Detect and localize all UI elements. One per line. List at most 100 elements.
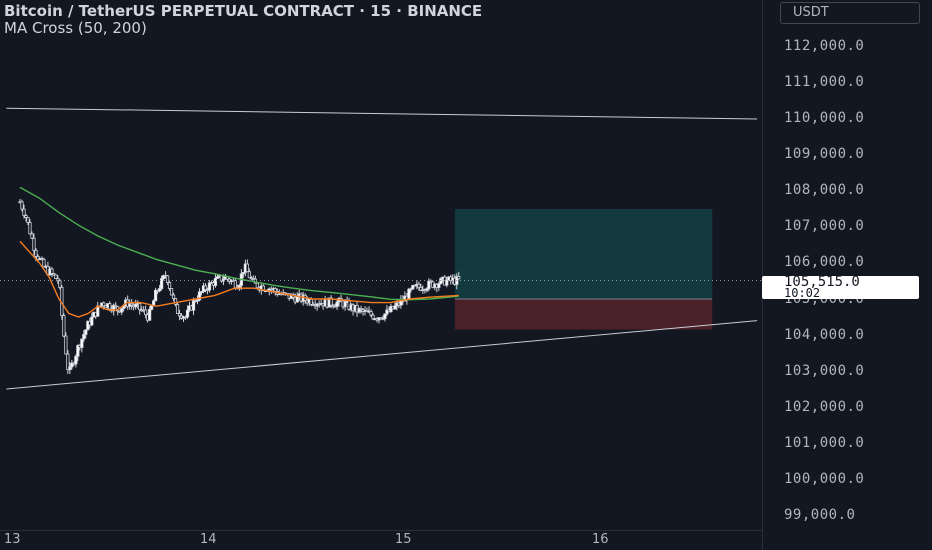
candle (331, 303, 335, 309)
candle-body (112, 304, 116, 312)
candle (50, 266, 54, 278)
candle-body (134, 303, 138, 308)
candle-body (393, 305, 397, 310)
candle-body (197, 291, 202, 301)
price-chart[interactable] (0, 0, 762, 530)
candle-body (138, 303, 142, 311)
candle-body (120, 308, 124, 313)
candle-body (335, 301, 339, 307)
candle-body (28, 222, 32, 235)
candle (241, 272, 245, 279)
candle-body (331, 304, 335, 307)
candle-body (329, 297, 333, 306)
candle (445, 276, 449, 288)
last-price-badge: 105,515.0 10:02 (762, 274, 919, 300)
candle-body (64, 335, 68, 355)
candle (357, 307, 361, 314)
candle (381, 315, 385, 321)
candle-body (54, 274, 58, 280)
candle (90, 312, 94, 327)
candle (96, 301, 100, 317)
price-tick: 103,000.0 (784, 363, 865, 379)
candle-body (161, 275, 166, 279)
price-tick: 99,000.0 (784, 507, 856, 523)
candle (177, 309, 182, 321)
candle-body (114, 304, 118, 308)
candle (399, 295, 403, 309)
candle-body (108, 303, 112, 310)
candle (359, 305, 363, 314)
last-price-value: 105,515.0 (784, 274, 860, 290)
price-tick: 101,000.0 (784, 435, 865, 451)
candle (22, 204, 26, 219)
price-tick: 104,000.0 (784, 327, 865, 343)
candle (134, 299, 138, 310)
candle (439, 277, 443, 285)
candle-body (165, 275, 170, 283)
candle (335, 298, 339, 310)
trendline-upper (6, 107, 758, 120)
candle-body (74, 355, 78, 365)
price-tick: 109,000.0 (784, 146, 865, 162)
candle-body (203, 285, 208, 290)
candle-body (144, 309, 148, 316)
candle (150, 305, 154, 311)
candle (159, 275, 164, 291)
candle (58, 279, 62, 290)
candle-body (86, 321, 90, 331)
candle-body (36, 256, 40, 260)
symbol-title[interactable]: Bitcoin / TetherUS PERPETUAL CONTRACT · … (4, 2, 483, 20)
candle (52, 272, 56, 276)
candle-body (369, 311, 373, 316)
candle (247, 268, 251, 279)
candle (80, 338, 84, 353)
candle-body (68, 366, 72, 371)
candle (281, 289, 285, 296)
candle (74, 354, 78, 368)
candle-body (34, 249, 38, 257)
candle-body (195, 299, 200, 302)
candle-body (213, 278, 218, 286)
chart-pane[interactable]: Bitcoin / TetherUS PERPETUAL CONTRACT · … (0, 0, 762, 530)
indicator-legend[interactable]: MA Cross (50, 200) (4, 19, 147, 37)
candle-body (58, 280, 62, 288)
candle (114, 302, 118, 309)
candle-body (407, 288, 411, 301)
candle-body (76, 345, 80, 357)
candle-body (437, 283, 441, 288)
candle (199, 290, 204, 296)
candle (68, 362, 72, 374)
currency-button[interactable]: USDT (780, 2, 920, 24)
candle (130, 299, 134, 310)
candle-body (80, 338, 84, 348)
candle (148, 306, 152, 321)
candle-body (20, 201, 24, 210)
candle-body (175, 304, 180, 314)
time-tick: 14 (200, 532, 217, 547)
candle (76, 344, 80, 362)
candle (32, 233, 36, 256)
candle (138, 303, 142, 315)
candle (175, 302, 180, 314)
candle-body (167, 282, 172, 289)
candle-body (90, 316, 94, 326)
candle (383, 313, 387, 322)
candle (457, 271, 461, 280)
candle-body (42, 258, 46, 268)
price-tick: 111,000.0 (784, 74, 865, 90)
candle (26, 217, 30, 226)
candle-body (148, 309, 152, 321)
price-scale[interactable] (762, 0, 932, 550)
candle-body (359, 308, 363, 311)
candle (30, 231, 34, 240)
time-tick: 15 (395, 532, 412, 547)
candle (245, 259, 249, 273)
candle-body (183, 316, 188, 319)
candle-body (419, 286, 423, 291)
candle (437, 281, 441, 291)
candle (185, 305, 190, 319)
time-scale[interactable] (0, 530, 762, 550)
candle (70, 359, 74, 370)
candle (28, 219, 32, 235)
candle-body (62, 315, 66, 337)
